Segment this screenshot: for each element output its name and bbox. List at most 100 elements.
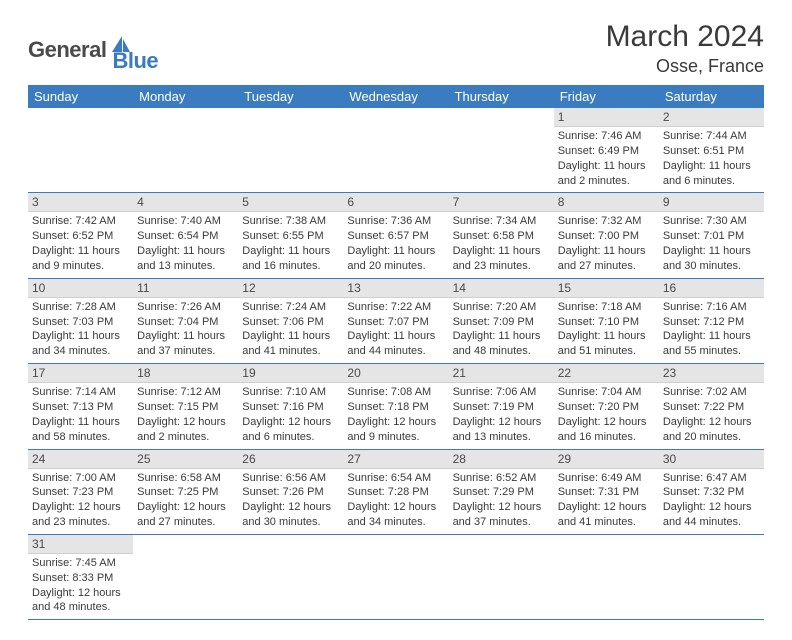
weekday-header: Friday: [554, 85, 659, 108]
calendar-cell: 9Sunrise: 7:30 AMSunset: 7:01 PMDaylight…: [659, 193, 764, 278]
daylight-line: Daylight: 12 hours and 41 minutes.: [558, 500, 655, 530]
calendar-cell: 27Sunrise: 6:54 AMSunset: 7:28 PMDayligh…: [343, 449, 448, 534]
sunset-line: Sunset: 7:26 PM: [242, 485, 339, 500]
calendar-cell: [449, 108, 554, 193]
day-body: Sunrise: 7:45 AMSunset: 8:33 PMDaylight:…: [28, 554, 133, 619]
title-block: March 2024 Osse, France: [606, 20, 764, 77]
sunrise-line: Sunrise: 7:02 AM: [663, 385, 760, 400]
calendar-body: 1Sunrise: 7:46 AMSunset: 6:49 PMDaylight…: [28, 108, 764, 620]
sunset-line: Sunset: 7:18 PM: [347, 400, 444, 415]
day-number: 9: [659, 193, 764, 212]
sunrise-line: Sunrise: 6:49 AM: [558, 471, 655, 486]
calendar-cell: 25Sunrise: 6:58 AMSunset: 7:25 PMDayligh…: [133, 449, 238, 534]
day-body: Sunrise: 7:08 AMSunset: 7:18 PMDaylight:…: [343, 383, 448, 448]
sunset-line: Sunset: 7:01 PM: [663, 229, 760, 244]
daylight-line: Daylight: 11 hours and 41 minutes.: [242, 329, 339, 359]
day-body: Sunrise: 7:46 AMSunset: 6:49 PMDaylight:…: [554, 127, 659, 192]
sunrise-line: Sunrise: 7:08 AM: [347, 385, 444, 400]
day-number: 26: [238, 450, 343, 469]
day-body: Sunrise: 7:38 AMSunset: 6:55 PMDaylight:…: [238, 212, 343, 277]
day-body: Sunrise: 6:52 AMSunset: 7:29 PMDaylight:…: [449, 469, 554, 534]
calendar-cell: 29Sunrise: 6:49 AMSunset: 7:31 PMDayligh…: [554, 449, 659, 534]
daylight-line: Daylight: 12 hours and 6 minutes.: [242, 415, 339, 445]
sunset-line: Sunset: 6:54 PM: [137, 229, 234, 244]
brand-logo: General Blue: [28, 20, 158, 74]
daylight-line: Daylight: 11 hours and 48 minutes.: [453, 329, 550, 359]
day-number: 14: [449, 279, 554, 298]
calendar-cell: 15Sunrise: 7:18 AMSunset: 7:10 PMDayligh…: [554, 278, 659, 363]
sunrise-line: Sunrise: 7:12 AM: [137, 385, 234, 400]
calendar-cell: 4Sunrise: 7:40 AMSunset: 6:54 PMDaylight…: [133, 193, 238, 278]
sunset-line: Sunset: 7:22 PM: [663, 400, 760, 415]
sunset-line: Sunset: 6:55 PM: [242, 229, 339, 244]
day-number: 4: [133, 193, 238, 212]
day-number: 15: [554, 279, 659, 298]
day-number: 23: [659, 364, 764, 383]
daylight-line: Daylight: 11 hours and 27 minutes.: [558, 244, 655, 274]
sunrise-line: Sunrise: 6:47 AM: [663, 471, 760, 486]
day-body: Sunrise: 7:40 AMSunset: 6:54 PMDaylight:…: [133, 212, 238, 277]
day-body: Sunrise: 7:42 AMSunset: 6:52 PMDaylight:…: [28, 212, 133, 277]
sunset-line: Sunset: 6:52 PM: [32, 229, 129, 244]
daylight-line: Daylight: 11 hours and 58 minutes.: [32, 415, 129, 445]
day-number: 13: [343, 279, 448, 298]
sunset-line: Sunset: 7:29 PM: [453, 485, 550, 500]
day-number: 8: [554, 193, 659, 212]
calendar-cell: 28Sunrise: 6:52 AMSunset: 7:29 PMDayligh…: [449, 449, 554, 534]
calendar-cell: 24Sunrise: 7:00 AMSunset: 7:23 PMDayligh…: [28, 449, 133, 534]
calendar-cell: 31Sunrise: 7:45 AMSunset: 8:33 PMDayligh…: [28, 534, 133, 619]
day-body: Sunrise: 6:54 AMSunset: 7:28 PMDaylight:…: [343, 469, 448, 534]
sunrise-line: Sunrise: 7:04 AM: [558, 385, 655, 400]
sunset-line: Sunset: 7:06 PM: [242, 315, 339, 330]
sunset-line: Sunset: 8:33 PM: [32, 571, 129, 586]
sunrise-line: Sunrise: 7:38 AM: [242, 214, 339, 229]
sunset-line: Sunset: 6:49 PM: [558, 144, 655, 159]
day-body: Sunrise: 7:14 AMSunset: 7:13 PMDaylight:…: [28, 383, 133, 448]
daylight-line: Daylight: 12 hours and 23 minutes.: [32, 500, 129, 530]
sunset-line: Sunset: 6:57 PM: [347, 229, 444, 244]
sunrise-line: Sunrise: 7:06 AM: [453, 385, 550, 400]
calendar-cell: 1Sunrise: 7:46 AMSunset: 6:49 PMDaylight…: [554, 108, 659, 193]
sunrise-line: Sunrise: 7:22 AM: [347, 300, 444, 315]
day-body: Sunrise: 7:04 AMSunset: 7:20 PMDaylight:…: [554, 383, 659, 448]
day-body: Sunrise: 7:20 AMSunset: 7:09 PMDaylight:…: [449, 298, 554, 363]
calendar-cell: 6Sunrise: 7:36 AMSunset: 6:57 PMDaylight…: [343, 193, 448, 278]
day-number: 6: [343, 193, 448, 212]
daylight-line: Daylight: 12 hours and 37 minutes.: [453, 500, 550, 530]
calendar-week-row: 24Sunrise: 7:00 AMSunset: 7:23 PMDayligh…: [28, 449, 764, 534]
calendar-cell: 11Sunrise: 7:26 AMSunset: 7:04 PMDayligh…: [133, 278, 238, 363]
calendar-cell: 2Sunrise: 7:44 AMSunset: 6:51 PMDaylight…: [659, 108, 764, 193]
sunset-line: Sunset: 7:25 PM: [137, 485, 234, 500]
calendar-cell: 13Sunrise: 7:22 AMSunset: 7:07 PMDayligh…: [343, 278, 448, 363]
sunset-line: Sunset: 7:12 PM: [663, 315, 760, 330]
day-number: 1: [554, 108, 659, 127]
calendar-cell: 12Sunrise: 7:24 AMSunset: 7:06 PMDayligh…: [238, 278, 343, 363]
daylight-line: Daylight: 11 hours and 30 minutes.: [663, 244, 760, 274]
weekday-header: Tuesday: [238, 85, 343, 108]
sunrise-line: Sunrise: 7:10 AM: [242, 385, 339, 400]
day-number: 11: [133, 279, 238, 298]
brand-part2: Blue: [112, 48, 158, 74]
daylight-line: Daylight: 11 hours and 9 minutes.: [32, 244, 129, 274]
sunrise-line: Sunrise: 7:00 AM: [32, 471, 129, 486]
day-number: 20: [343, 364, 448, 383]
day-body: Sunrise: 7:26 AMSunset: 7:04 PMDaylight:…: [133, 298, 238, 363]
calendar-cell: 22Sunrise: 7:04 AMSunset: 7:20 PMDayligh…: [554, 364, 659, 449]
daylight-line: Daylight: 12 hours and 9 minutes.: [347, 415, 444, 445]
calendar-cell: 10Sunrise: 7:28 AMSunset: 7:03 PMDayligh…: [28, 278, 133, 363]
daylight-line: Daylight: 11 hours and 6 minutes.: [663, 159, 760, 189]
sunrise-line: Sunrise: 6:58 AM: [137, 471, 234, 486]
calendar-cell: 30Sunrise: 6:47 AMSunset: 7:32 PMDayligh…: [659, 449, 764, 534]
day-body: Sunrise: 7:44 AMSunset: 6:51 PMDaylight:…: [659, 127, 764, 192]
day-number: 29: [554, 450, 659, 469]
weekday-header: Saturday: [659, 85, 764, 108]
day-number: 10: [28, 279, 133, 298]
day-number: 2: [659, 108, 764, 127]
sunrise-line: Sunrise: 7:32 AM: [558, 214, 655, 229]
calendar-cell: [28, 108, 133, 193]
calendar-cell: 16Sunrise: 7:16 AMSunset: 7:12 PMDayligh…: [659, 278, 764, 363]
calendar-cell: [449, 534, 554, 619]
calendar-cell: 21Sunrise: 7:06 AMSunset: 7:19 PMDayligh…: [449, 364, 554, 449]
daylight-line: Daylight: 11 hours and 37 minutes.: [137, 329, 234, 359]
calendar-cell: 3Sunrise: 7:42 AMSunset: 6:52 PMDaylight…: [28, 193, 133, 278]
